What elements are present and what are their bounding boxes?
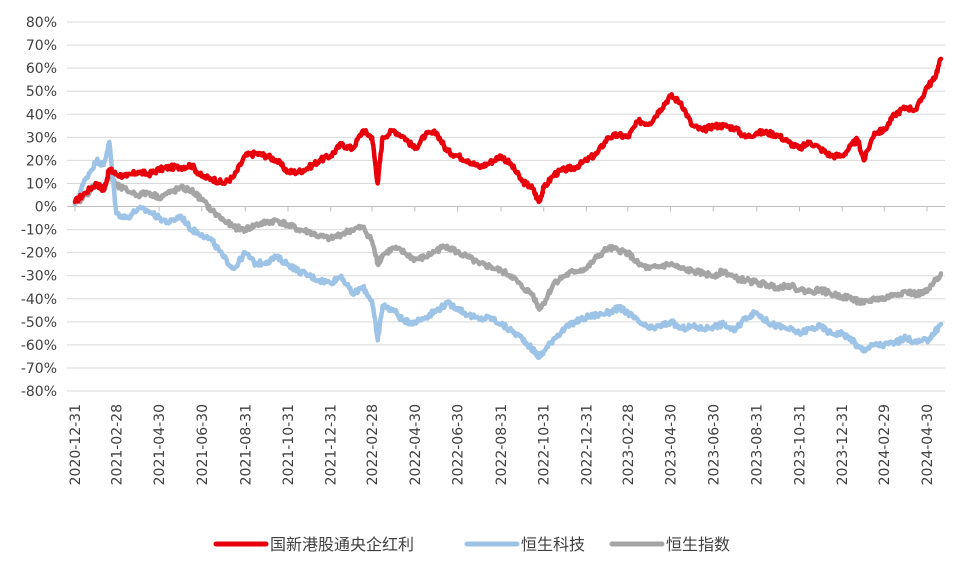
y-tick-label: 0% xyxy=(35,200,57,216)
x-tick-label: 2022-04-30 xyxy=(408,404,424,485)
x-tick-label: 2021-08-31 xyxy=(238,404,254,485)
y-tick-label: -50% xyxy=(21,315,57,331)
x-tick-label: 2023-12-31 xyxy=(835,404,851,485)
x-tick-label: 2021-04-30 xyxy=(152,404,168,485)
x-tick-label: 2024-02-29 xyxy=(877,404,893,485)
x-tick-label: 2023-06-30 xyxy=(706,404,722,485)
x-tick-label: 2022-10-31 xyxy=(537,404,553,485)
y-tick-label: -10% xyxy=(21,223,57,239)
x-tick-label: 2022-06-30 xyxy=(451,404,467,485)
y-tick-label: 80% xyxy=(26,15,57,31)
legend-label-2: 恒生指数 xyxy=(666,535,730,554)
y-tick-label: 20% xyxy=(26,153,57,169)
series-line-1 xyxy=(72,139,944,360)
legend-label-1: 恒生科技 xyxy=(521,535,585,554)
y-tick-label: 40% xyxy=(26,107,57,123)
x-tick-label: 2021-10-31 xyxy=(281,404,297,485)
x-tick-label: 2022-08-31 xyxy=(494,404,510,485)
y-tick-label: -20% xyxy=(21,246,57,262)
y-tick-label: -70% xyxy=(21,361,57,377)
x-tick-label: 2022-02-28 xyxy=(365,404,381,485)
y-tick-label: -30% xyxy=(21,269,57,285)
gridlines xyxy=(67,21,945,392)
legend-item-2: 恒生指数 xyxy=(609,535,730,554)
x-tick-label: 2024-04-30 xyxy=(920,404,936,485)
x-tick-label: 2020-12-31 xyxy=(68,404,84,485)
y-tick-label: 10% xyxy=(26,176,57,192)
series-line-0 xyxy=(72,56,944,205)
y-tick-label: 60% xyxy=(26,61,57,77)
x-tick-label: 2023-10-31 xyxy=(792,404,808,485)
x-tick-label: 2021-12-31 xyxy=(324,404,340,485)
y-axis-tick-labels: 80% 70% 60% 50% 40% 30% 20% 10% 0% -10% -20% -30% -4… xyxy=(21,15,57,400)
x-tick-label: 2023-02-28 xyxy=(621,404,637,485)
x-axis-tick-labels: 2020-12-31 2021-02-28 2021-04-30 2021-06-30… xyxy=(68,206,936,485)
y-tick-label: -60% xyxy=(21,338,57,354)
y-tick-label: -80% xyxy=(21,384,57,400)
x-tick-label: 2021-06-30 xyxy=(195,404,211,485)
series-lines xyxy=(72,56,944,360)
legend: 国新港股通央企红利 恒生科技 恒生指数 xyxy=(213,535,730,554)
y-tick-label: 50% xyxy=(26,84,57,100)
legend-item-1: 恒生科技 xyxy=(464,535,585,554)
x-tick-label: 2022-12-31 xyxy=(579,404,595,485)
legend-item-0: 国新港股通央企红利 xyxy=(213,535,414,554)
legend-label-0: 国新港股通央企红利 xyxy=(270,535,414,554)
y-tick-label: -40% xyxy=(21,292,57,308)
y-tick-label: 70% xyxy=(26,38,57,54)
y-tick-label: 30% xyxy=(26,130,57,146)
x-tick-label: 2023-08-31 xyxy=(750,404,766,485)
x-tick-label: 2021-02-28 xyxy=(109,404,125,485)
x-tick-label: 2023-04-30 xyxy=(664,404,680,485)
series-line-2 xyxy=(72,170,944,312)
